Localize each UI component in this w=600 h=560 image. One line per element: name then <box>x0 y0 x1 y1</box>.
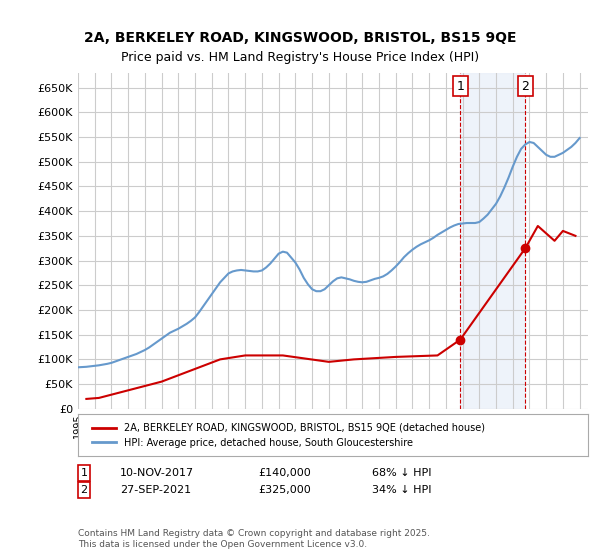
Text: 68% ↓ HPI: 68% ↓ HPI <box>372 468 431 478</box>
Text: £140,000: £140,000 <box>258 468 311 478</box>
Bar <box>460 73 525 409</box>
Text: 2A, BERKELEY ROAD, KINGSWOOD, BRISTOL, BS15 9QE: 2A, BERKELEY ROAD, KINGSWOOD, BRISTOL, B… <box>84 31 516 45</box>
Text: 34% ↓ HPI: 34% ↓ HPI <box>372 485 431 495</box>
Text: Contains HM Land Registry data © Crown copyright and database right 2025.
This d: Contains HM Land Registry data © Crown c… <box>78 529 430 549</box>
Text: 1: 1 <box>80 468 88 478</box>
Text: 27-SEP-2021: 27-SEP-2021 <box>120 485 191 495</box>
Text: £325,000: £325,000 <box>258 485 311 495</box>
Text: 2: 2 <box>80 485 88 495</box>
Legend: 2A, BERKELEY ROAD, KINGSWOOD, BRISTOL, BS15 9QE (detached house), HPI: Average p: 2A, BERKELEY ROAD, KINGSWOOD, BRISTOL, B… <box>88 419 489 452</box>
Text: 2: 2 <box>521 80 529 93</box>
Text: 1: 1 <box>457 80 464 93</box>
Text: 10-NOV-2017: 10-NOV-2017 <box>120 468 194 478</box>
Text: Price paid vs. HM Land Registry's House Price Index (HPI): Price paid vs. HM Land Registry's House … <box>121 52 479 64</box>
